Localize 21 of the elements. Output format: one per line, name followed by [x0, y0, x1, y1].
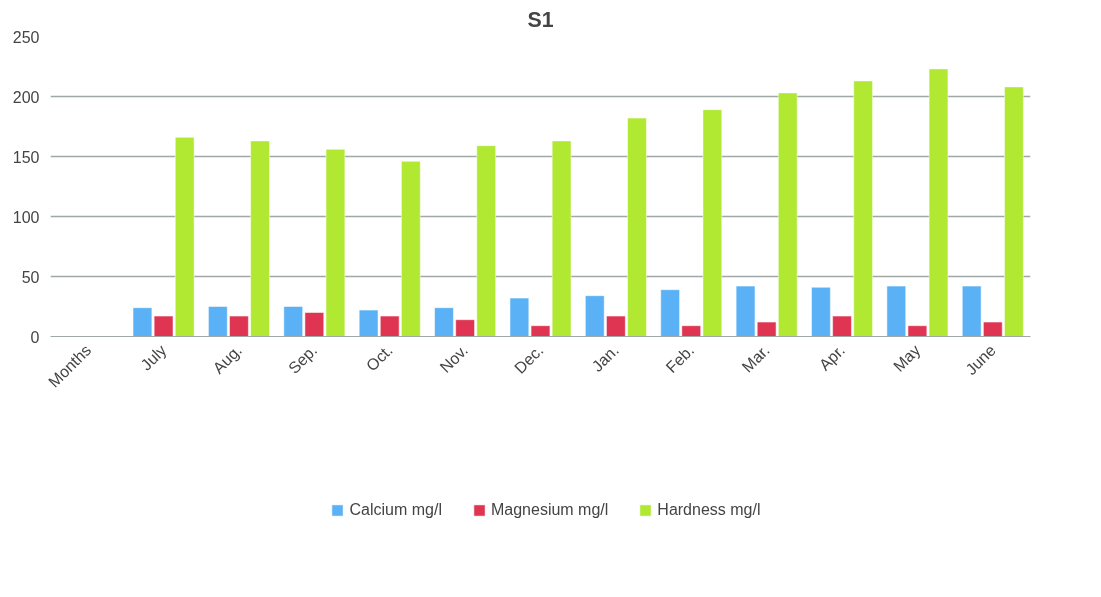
x-tick-label: Dec.	[511, 341, 547, 377]
legend-label: Calcium mg/l	[349, 500, 442, 519]
x-tick-label: Feb.	[662, 341, 698, 377]
x-tick-label: Sep.	[285, 341, 321, 377]
x-tick-label: May	[890, 341, 924, 375]
x-tick-label: Mar.	[738, 341, 773, 376]
legend-label: Hardness mg/l	[657, 500, 761, 519]
x-tick-label: Aug.	[209, 341, 245, 377]
y-tick-label: 200	[12, 88, 40, 106]
x-tick-label: July	[137, 341, 170, 374]
x-tick-label: Jan.	[588, 341, 622, 375]
y-tick-label: 250	[12, 28, 40, 46]
x-tick-label: Apr.	[815, 341, 849, 374]
y-tick-label: 50	[21, 268, 40, 286]
y-tick-label: 150	[12, 148, 40, 166]
chart-title: S1	[527, 7, 554, 32]
y-tick-label: 0	[30, 328, 40, 346]
x-tick-label: Nov.	[436, 341, 472, 376]
legend-label: Magnesium mg/l	[490, 500, 609, 519]
y-tick-label: 100	[12, 208, 40, 226]
x-tick-label: Oct.	[362, 341, 396, 375]
